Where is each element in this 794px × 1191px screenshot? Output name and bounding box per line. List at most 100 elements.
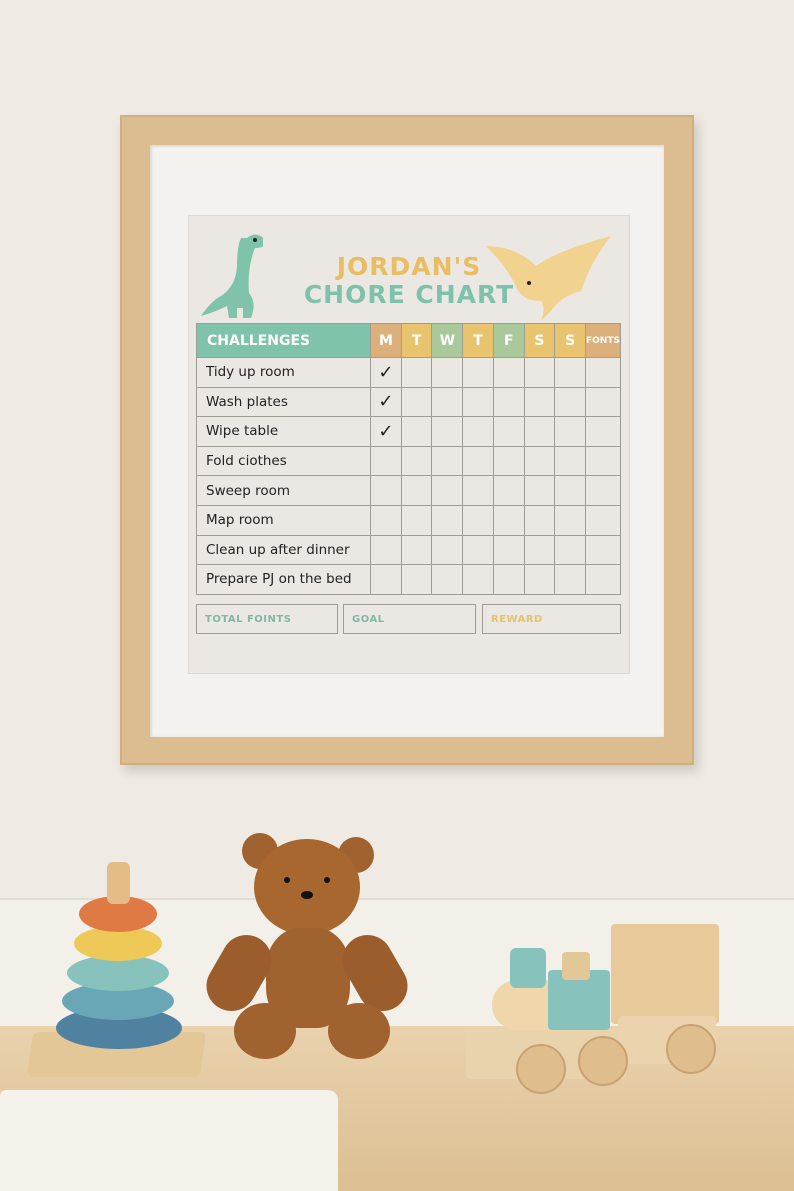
day-cell[interactable] (462, 386, 494, 418)
task-name: Map room (195, 504, 372, 536)
teddy-bear (197, 833, 417, 1063)
day-cell[interactable] (431, 504, 464, 536)
day-cell[interactable] (554, 445, 586, 477)
dinosaur-icon (201, 234, 263, 318)
day-header: F (492, 323, 525, 358)
day-header: M (370, 323, 402, 358)
day-cell[interactable] (523, 357, 556, 388)
day-cell[interactable] (492, 534, 525, 566)
day-header: T (462, 323, 494, 358)
day-cell[interactable] (400, 445, 433, 477)
day-cell[interactable] (400, 504, 433, 536)
day-cell[interactable] (523, 534, 556, 566)
table-row: Sweep room (195, 475, 622, 506)
day-cell[interactable] (554, 357, 586, 388)
day-header: W (431, 323, 464, 358)
day-cell[interactable] (431, 475, 464, 506)
day-cell[interactable] (400, 534, 433, 566)
day-cell[interactable] (492, 475, 525, 506)
day-cell[interactable] (400, 357, 433, 388)
challenges-header: CHALLENGES (195, 323, 372, 358)
day-cell[interactable] (462, 534, 494, 566)
day-cell[interactable] (431, 564, 464, 595)
day-cell[interactable] (554, 475, 586, 506)
day-cell[interactable] (492, 416, 525, 447)
stacking-ring-toy (26, 862, 207, 1082)
day-cell[interactable] (492, 445, 525, 477)
table-row: Map room (195, 504, 622, 536)
day-cell[interactable] (523, 564, 556, 595)
pterodactyl-icon (486, 236, 611, 321)
day-cell[interactable] (370, 534, 402, 566)
day-cell[interactable] (523, 504, 556, 536)
day-cell[interactable] (523, 475, 556, 506)
day-cell[interactable] (370, 564, 402, 595)
total-points-box: TOTAL FOINTS (196, 604, 338, 634)
day-cell[interactable] (492, 386, 525, 418)
points-header: FONTS (584, 323, 622, 358)
points-cell[interactable] (584, 445, 622, 477)
task-name: Clean up after dinner (195, 534, 372, 566)
day-cell[interactable] (431, 445, 464, 477)
day-cell[interactable] (523, 386, 556, 418)
day-cell[interactable] (554, 564, 586, 595)
day-cell[interactable] (431, 416, 464, 447)
day-cell[interactable] (462, 564, 494, 595)
day-cell[interactable] (492, 504, 525, 536)
task-name: Tidy up room (195, 357, 372, 388)
chart-title-line1: JORDAN'S (336, 252, 482, 281)
day-cell[interactable] (400, 564, 433, 595)
task-name: Prepare PJ on the bed (195, 564, 372, 595)
goal-box: GOAL (343, 604, 476, 634)
day-cell[interactable] (400, 475, 433, 506)
day-cell[interactable] (370, 504, 402, 536)
day-cell[interactable] (370, 445, 402, 477)
day-cell[interactable] (431, 386, 464, 418)
day-cell[interactable] (554, 534, 586, 566)
day-cell[interactable] (462, 357, 494, 388)
points-cell[interactable] (584, 357, 622, 388)
day-cell[interactable] (554, 416, 586, 447)
day-cell[interactable] (462, 475, 494, 506)
day-header: S (554, 323, 586, 358)
day-cell[interactable] (492, 357, 525, 388)
check-mark-icon[interactable]: ✓ (370, 386, 402, 418)
points-cell[interactable] (584, 534, 622, 566)
day-cell[interactable] (431, 534, 464, 566)
table-row: Clean up after dinner (195, 534, 622, 566)
day-cell[interactable] (523, 445, 556, 477)
task-name: Wash plates (195, 386, 372, 418)
check-mark-icon[interactable]: ✓ (370, 416, 402, 447)
day-cell[interactable] (370, 475, 402, 506)
check-mark-icon[interactable]: ✓ (370, 357, 402, 388)
chart-title-line2: CHORE CHART (303, 280, 515, 309)
day-cell[interactable] (431, 357, 464, 388)
day-cell[interactable] (462, 445, 494, 477)
day-cell[interactable] (554, 386, 586, 418)
day-cell[interactable] (492, 564, 525, 595)
chore-table: CHALLENGES M T W T F S S FONTS Tidy up room ✓ Was… (195, 323, 622, 595)
day-cell[interactable] (462, 504, 494, 536)
day-cell[interactable] (400, 386, 433, 418)
day-header: S (523, 323, 556, 358)
day-cell[interactable] (523, 416, 556, 447)
table-row: Tidy up room ✓ (195, 357, 622, 388)
table-row: Wipe table ✓ (195, 416, 622, 447)
points-cell[interactable] (584, 416, 622, 447)
task-name: Sweep room (195, 475, 372, 506)
points-cell[interactable] (584, 475, 622, 506)
table-row: Wash plates ✓ (195, 386, 622, 418)
reward-box: REWARD (482, 604, 621, 634)
rug (0, 1090, 338, 1191)
points-cell[interactable] (584, 386, 622, 418)
day-cell[interactable] (554, 504, 586, 536)
day-cell[interactable] (462, 416, 494, 447)
points-cell[interactable] (584, 564, 622, 595)
points-cell[interactable] (584, 504, 622, 536)
day-header: T (400, 323, 433, 358)
day-cell[interactable] (400, 416, 433, 447)
task-name: Fold ciothes (195, 445, 372, 477)
